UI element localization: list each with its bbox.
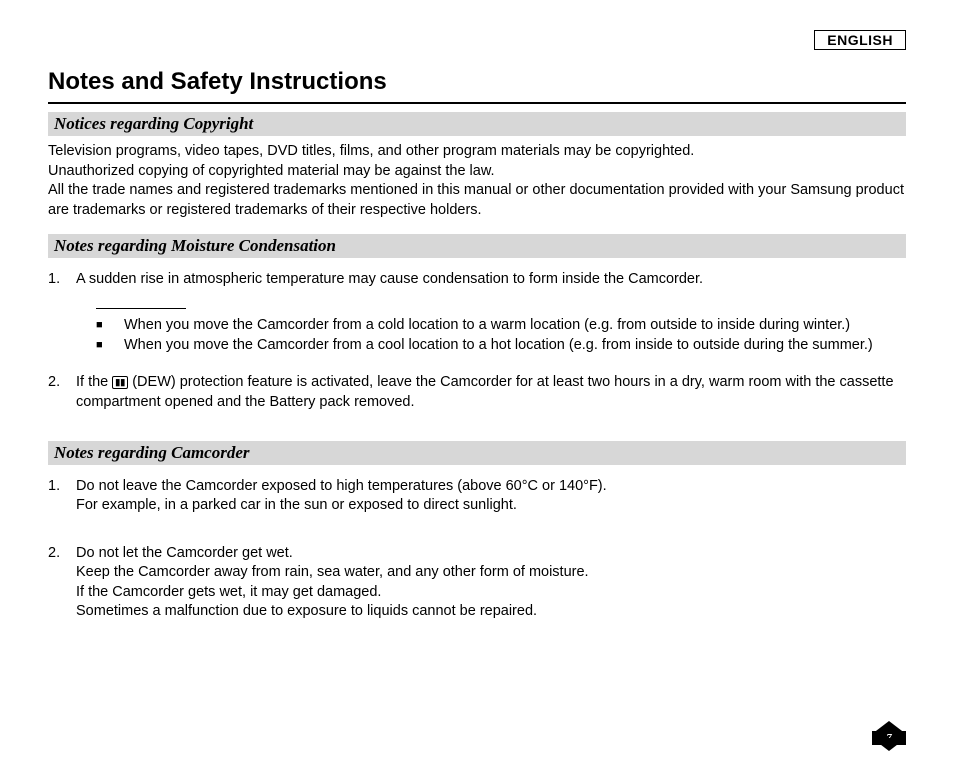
text-fragment: protection feature is activated, leave t…	[76, 374, 894, 410]
list-number: 1.	[48, 477, 76, 516]
paragraph: Television programs, video tapes, DVD ti…	[48, 142, 906, 162]
list-item: 2. If the ▮▮ (DEW) protection feature is…	[48, 373, 906, 412]
section-heading-copyright: Notices regarding Copyright	[48, 112, 906, 136]
section-heading-camcorder: Notes regarding Camcorder	[48, 441, 906, 465]
list-item: 2. Do not let the Camcorder get wet. Kee…	[48, 544, 906, 622]
bullet-text: When you move the Camcorder from a cool …	[124, 335, 906, 355]
bullet-item: ■ When you move the Camcorder from a col…	[96, 315, 906, 335]
paragraph: For example, in a parked car in the sun …	[76, 496, 906, 516]
list-number: 2.	[48, 373, 76, 412]
list-body: Do not let the Camcorder get wet. Keep t…	[76, 544, 906, 622]
paragraph: All the trade names and registered trade…	[48, 181, 906, 220]
language-badge: ENGLISH	[814, 30, 906, 50]
page-number-ornament: 7	[872, 721, 906, 751]
list-body: If the ▮▮ (DEW) protection feature is ac…	[76, 373, 906, 412]
list-body: Do not leave the Camcorder exposed to hi…	[76, 477, 906, 516]
paragraph: Keep the Camcorder away from rain, sea w…	[76, 563, 906, 583]
paragraph: Unauthorized copying of copyrighted mate…	[48, 162, 906, 182]
dew-icon: ▮▮	[112, 376, 128, 389]
paragraph: If the Camcorder gets wet, it may get da…	[76, 583, 906, 603]
document-page: ENGLISH Notes and Safety Instructions No…	[48, 30, 906, 622]
text-fragment: (DEW)	[132, 374, 176, 390]
page-title: Notes and Safety Instructions	[48, 68, 906, 102]
list-item: 1. A sudden rise in atmospheric temperat…	[48, 270, 906, 290]
for-example-rule	[96, 308, 186, 309]
list-number: 1.	[48, 270, 76, 290]
copyright-body: Television programs, video tapes, DVD ti…	[48, 142, 906, 220]
title-rule	[48, 102, 906, 104]
bullet-text: When you move the Camcorder from a cold …	[124, 315, 906, 335]
paragraph: Do not leave the Camcorder exposed to hi…	[76, 477, 906, 497]
list-number: 2.	[48, 544, 76, 622]
bullet-icon: ■	[96, 335, 124, 355]
list-item: 1. Do not leave the Camcorder exposed to…	[48, 477, 906, 516]
paragraph: Do not let the Camcorder get wet.	[76, 544, 906, 564]
paragraph: Sometimes a malfunction due to exposure …	[76, 602, 906, 622]
text-fragment: If the	[76, 374, 112, 390]
bullet-icon: ■	[96, 315, 124, 335]
list-body: A sudden rise in atmospheric temperature…	[76, 270, 906, 290]
section-heading-moisture: Notes regarding Moisture Condensation	[48, 234, 906, 258]
bullet-item: ■ When you move the Camcorder from a coo…	[96, 335, 906, 355]
